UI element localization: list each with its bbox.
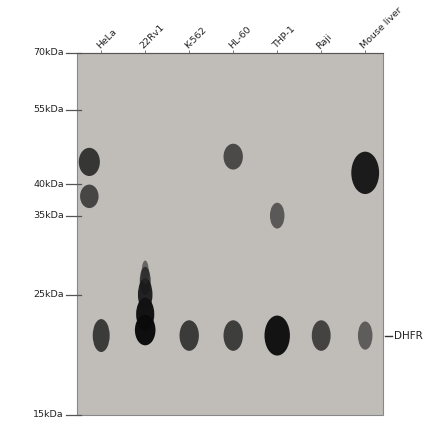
Ellipse shape — [79, 148, 100, 176]
Ellipse shape — [135, 315, 155, 345]
Ellipse shape — [270, 203, 284, 228]
Ellipse shape — [224, 320, 243, 351]
Ellipse shape — [312, 320, 330, 351]
Text: HeLa: HeLa — [95, 27, 118, 51]
Ellipse shape — [140, 267, 150, 295]
Text: K-562: K-562 — [183, 26, 208, 51]
Text: Raji: Raji — [315, 32, 334, 51]
FancyBboxPatch shape — [77, 53, 383, 415]
Ellipse shape — [142, 261, 149, 284]
Ellipse shape — [358, 321, 372, 350]
Text: 22Rv1: 22Rv1 — [139, 23, 167, 51]
Ellipse shape — [136, 298, 154, 331]
Text: 25kDa: 25kDa — [33, 290, 64, 299]
Ellipse shape — [224, 144, 243, 170]
Text: 35kDa: 35kDa — [33, 211, 64, 220]
Ellipse shape — [264, 316, 290, 355]
Ellipse shape — [180, 320, 199, 351]
Text: 40kDa: 40kDa — [33, 180, 64, 189]
Ellipse shape — [351, 152, 379, 194]
Ellipse shape — [80, 185, 99, 208]
Ellipse shape — [138, 278, 152, 311]
Text: 70kDa: 70kDa — [33, 49, 64, 57]
Text: THP-1: THP-1 — [271, 25, 297, 51]
Text: HL-60: HL-60 — [227, 25, 253, 51]
Text: DHFR: DHFR — [394, 331, 422, 340]
Ellipse shape — [93, 319, 110, 352]
Text: Mouse liver: Mouse liver — [359, 6, 404, 51]
Text: 15kDa: 15kDa — [33, 410, 64, 419]
Text: 55kDa: 55kDa — [33, 105, 64, 114]
